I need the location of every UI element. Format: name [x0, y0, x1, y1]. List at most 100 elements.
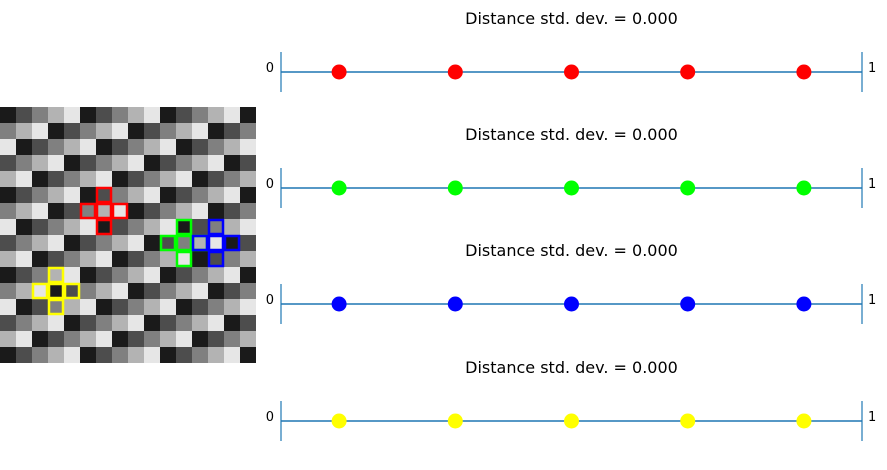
grid-cell [192, 155, 208, 171]
grid-cell [48, 299, 64, 315]
grid-cell [176, 203, 192, 219]
grid-cell [176, 155, 192, 171]
grid-cell [32, 219, 48, 235]
grid-cell [16, 331, 32, 347]
grid-cell [224, 155, 240, 171]
grid-cell [112, 219, 128, 235]
grid-cell [240, 267, 256, 283]
data-point [680, 413, 696, 429]
data-point [796, 64, 812, 80]
grid-cell [96, 315, 112, 331]
grid-cell [64, 315, 80, 331]
grid-cell [0, 331, 16, 347]
grid-cell [176, 299, 192, 315]
grid-cell [48, 251, 64, 267]
grid-cell [64, 219, 80, 235]
cross-cell [223, 234, 241, 252]
grid-cell [16, 187, 32, 203]
cross-cell [95, 202, 113, 220]
data-point [447, 413, 463, 429]
grid-cell [144, 331, 160, 347]
grid-cell [192, 107, 208, 123]
cross-cell [31, 282, 49, 300]
grid-cell [160, 155, 176, 171]
grid-image [0, 107, 256, 363]
grid-cell [112, 315, 128, 331]
grid-cell [144, 299, 160, 315]
grid-cell [128, 155, 144, 171]
grid-cell [48, 123, 64, 139]
grid-cell [0, 187, 16, 203]
data-point [447, 180, 463, 196]
grid-cell [160, 107, 176, 123]
grid-cell [224, 315, 240, 331]
grid-cell [224, 299, 240, 315]
cross-blue [191, 218, 241, 268]
grid-cell [208, 187, 224, 203]
grid-cell [224, 267, 240, 283]
grid-cell [48, 347, 64, 363]
grid-cell [160, 139, 176, 155]
grid-cell [32, 187, 48, 203]
grid-cell [192, 187, 208, 203]
min-label: 0 [266, 410, 274, 425]
grid-cell [208, 219, 224, 235]
grid-cell [128, 347, 144, 363]
data-point [680, 296, 696, 312]
grid-cell [128, 251, 144, 267]
grid-cell [96, 155, 112, 171]
data-point [680, 64, 696, 80]
grid-cell [240, 235, 256, 251]
grid-cell [192, 299, 208, 315]
grid-cell [176, 107, 192, 123]
grid-cell [192, 139, 208, 155]
cross-yellow [31, 266, 81, 316]
cross-cell [191, 234, 209, 252]
max-label: 1 [868, 293, 876, 308]
data-point [564, 180, 579, 196]
cross-cell [207, 234, 225, 252]
grid-cell [192, 331, 208, 347]
grid-cell [160, 267, 176, 283]
grid-cell [0, 171, 16, 187]
grid-cell [112, 171, 128, 187]
grid-cell [32, 139, 48, 155]
grid-cell [0, 267, 16, 283]
grid-cell [16, 299, 32, 315]
grid-cell [128, 299, 144, 315]
grid-cell [96, 299, 112, 315]
grid-cell [96, 139, 112, 155]
grid-cell [160, 219, 176, 235]
grid-cell [224, 235, 240, 251]
grid-cell [80, 155, 96, 171]
grid-cell [16, 139, 32, 155]
grid-cell [176, 123, 192, 139]
grid-cell [80, 315, 96, 331]
grid-cell [208, 171, 224, 187]
grid-cell [112, 331, 128, 347]
grid-cell [112, 347, 128, 363]
grid-cell [0, 219, 16, 235]
grid-cell [208, 299, 224, 315]
grid-cell [160, 251, 176, 267]
grid-cell [0, 155, 16, 171]
grid-cell [208, 203, 224, 219]
data-point [796, 413, 812, 429]
data-point [331, 64, 347, 80]
data-point [331, 296, 347, 312]
grid-cell [64, 139, 80, 155]
grid-cell [112, 107, 128, 123]
grid-cell [64, 251, 80, 267]
grid-cell [48, 315, 64, 331]
grid-cell [128, 283, 144, 299]
grid-cell [80, 219, 96, 235]
cross-red [79, 186, 129, 236]
grid-cell [240, 251, 256, 267]
max-label: 1 [868, 61, 876, 76]
grid-cell [48, 283, 64, 299]
grid-cell [160, 347, 176, 363]
cross-cell [175, 250, 193, 268]
grid-cell [96, 219, 112, 235]
grid-cell [0, 235, 16, 251]
grid-cell [208, 251, 224, 267]
